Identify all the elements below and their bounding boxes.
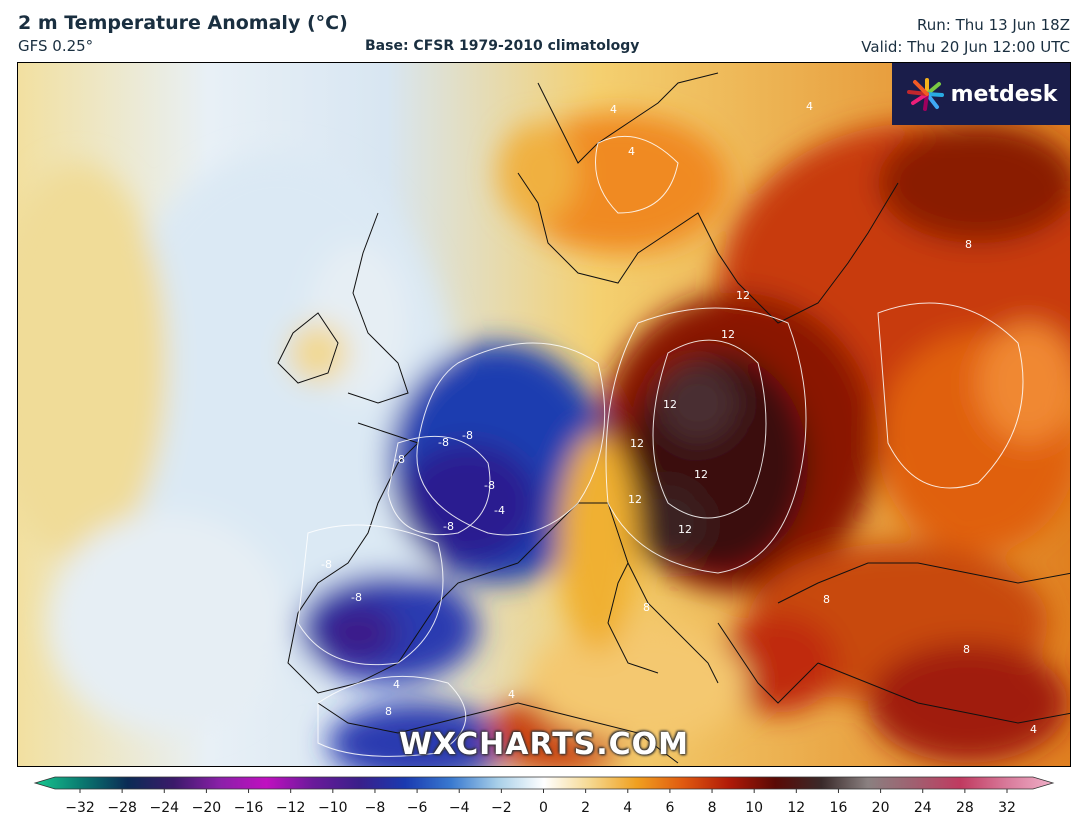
contour-label: 4 bbox=[610, 103, 617, 116]
colorbar-tick-label: −10 bbox=[318, 800, 348, 816]
chart-title: 2 m Temperature Anomaly (°C) bbox=[18, 12, 348, 34]
colorbar-tick-label: 6 bbox=[665, 800, 674, 816]
contour-label: 12 bbox=[678, 523, 692, 536]
colorbar: −32 −28 −24 −20 −16 −12 −10 −8 −6 −4 −2 0 2 4 6 8 10 12 16… bbox=[0, 772, 1088, 832]
contour-label: -8 bbox=[394, 453, 405, 466]
contour-label: 8 bbox=[643, 601, 650, 614]
map-canvas: 4 4 4 8 12 12 12 12 12 12 12 -8 -8 -8 -8… bbox=[18, 63, 1070, 766]
colorbar-ticks: −32 −28 −24 −20 −16 −12 −10 −8 −6 −4 −2 0 2 4 6 8 10 12 16… bbox=[65, 789, 1016, 816]
colorbar-tick-label: 20 bbox=[872, 800, 890, 816]
colorbar-tick-label: −8 bbox=[365, 800, 386, 816]
colorbar-tick-label: 16 bbox=[830, 800, 848, 816]
contour-label: 12 bbox=[663, 398, 677, 411]
contour-label: -8 bbox=[484, 479, 495, 492]
colorbar-tick-label: −12 bbox=[276, 800, 306, 816]
contour-label: 12 bbox=[721, 328, 735, 341]
colorbar-tick-label: 8 bbox=[708, 800, 717, 816]
colorbar-tick-label: −4 bbox=[449, 800, 470, 816]
contour-label: -4 bbox=[494, 504, 505, 517]
contour-label: -8 bbox=[438, 436, 449, 449]
anomaly-field-shading bbox=[18, 113, 1070, 766]
colorbar-tick-label: −20 bbox=[192, 800, 222, 816]
watermark: WXCHARTS.COM bbox=[398, 727, 690, 762]
colorbar-tick-label: 12 bbox=[787, 800, 805, 816]
contour-label: 4 bbox=[393, 678, 400, 691]
contour-label: 12 bbox=[694, 468, 708, 481]
colorbar-tick-label: 2 bbox=[581, 800, 590, 816]
contour-label: -8 bbox=[351, 591, 362, 604]
contour-label: 12 bbox=[630, 437, 644, 450]
contour-label: 8 bbox=[823, 593, 830, 606]
colorbar-svg: −32 −28 −24 −20 −16 −12 −10 −8 −6 −4 −2 0 2 4 6 8 10 12 16… bbox=[33, 776, 1055, 816]
anomaly-map[interactable]: 4 4 4 8 12 12 12 12 12 12 12 -8 -8 -8 -8… bbox=[17, 62, 1071, 767]
contour-label: 4 bbox=[1030, 723, 1037, 736]
colorbar-tick-label: −2 bbox=[491, 800, 512, 816]
logo-text: metdesk bbox=[950, 81, 1058, 107]
colorbar-tick-label: 10 bbox=[745, 800, 763, 816]
model-label: GFS 0.25° bbox=[18, 37, 94, 55]
contour-label: -8 bbox=[462, 429, 473, 442]
colorbar-tick-label: 24 bbox=[914, 800, 932, 816]
colorbar-scale bbox=[33, 776, 1055, 790]
run-time-label: Run: Thu 13 Jun 18Z bbox=[917, 16, 1070, 34]
colorbar-tick-label: −16 bbox=[234, 800, 264, 816]
colorbar-tick-label: −28 bbox=[107, 800, 137, 816]
metdesk-logo: metdesk bbox=[892, 63, 1070, 125]
colorbar-tick-label: 32 bbox=[998, 800, 1016, 816]
contour-label: 8 bbox=[385, 705, 392, 718]
contour-label: 4 bbox=[628, 145, 635, 158]
contour-label: -8 bbox=[443, 520, 454, 533]
colorbar-tick-label: −6 bbox=[407, 800, 428, 816]
contour-labels: 4 4 4 8 12 12 12 12 12 12 12 -8 -8 -8 -8… bbox=[321, 100, 1037, 736]
contour-label: 4 bbox=[508, 688, 515, 701]
contour-label: 8 bbox=[963, 643, 970, 656]
contour-label: 4 bbox=[806, 100, 813, 113]
valid-time-label: Valid: Thu 20 Jun 12:00 UTC bbox=[861, 38, 1070, 56]
contour-label: -8 bbox=[321, 558, 332, 571]
colorbar-tick-label: 28 bbox=[956, 800, 974, 816]
metdesk-burst-icon bbox=[906, 78, 944, 111]
contour-label: 12 bbox=[628, 493, 642, 506]
colorbar-tick-label: 0 bbox=[539, 800, 548, 816]
colorbar-tick-label: −24 bbox=[149, 800, 179, 816]
contour-label: 8 bbox=[965, 238, 972, 251]
base-climatology-label: Base: CFSR 1979-2010 climatology bbox=[365, 38, 640, 54]
colorbar-tick-label: 4 bbox=[623, 800, 632, 816]
contour-lines bbox=[297, 135, 1024, 757]
contour-label: 12 bbox=[736, 289, 750, 302]
colorbar-tick-label: −32 bbox=[65, 800, 95, 816]
